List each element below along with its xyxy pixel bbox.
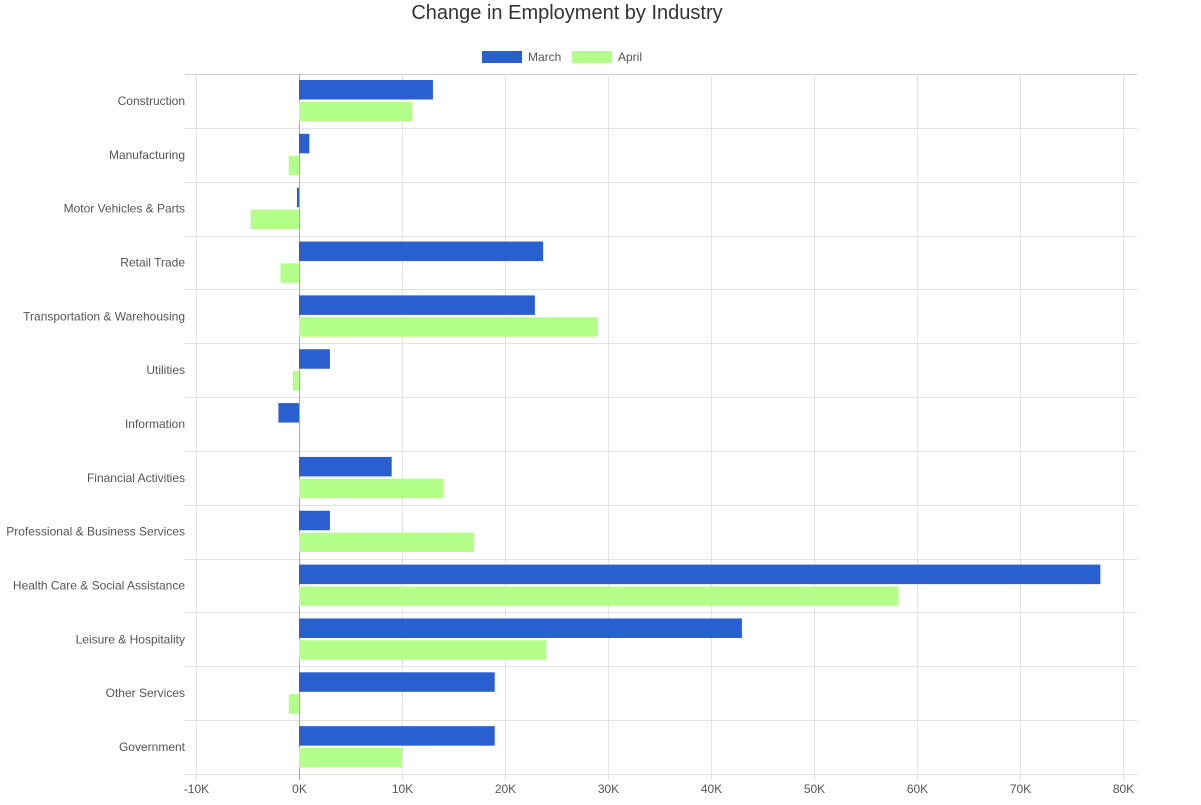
bar-march[interactable] — [299, 80, 433, 100]
bar-march[interactable] — [299, 456, 392, 477]
legend-swatch[interactable] — [482, 51, 522, 63]
bar-april[interactable] — [299, 101, 413, 122]
category-label: Manufacturing — [109, 148, 185, 162]
gridlines — [185, 74, 1137, 780]
legend: March April — [482, 50, 642, 64]
legend-label[interactable]: April — [618, 50, 642, 64]
category-label: Professional & Business Services — [6, 525, 185, 539]
bar-march[interactable] — [299, 564, 1101, 585]
x-tick-label: 10K — [392, 782, 413, 796]
category-label: Retail Trade — [120, 255, 185, 269]
bar-april[interactable] — [280, 263, 299, 283]
category-label: Government — [119, 740, 186, 754]
x-tick-label: 40K — [701, 782, 722, 796]
bar-march[interactable] — [299, 726, 495, 746]
bar-march[interactable] — [299, 133, 310, 154]
bar-march[interactable] — [278, 403, 299, 423]
bar-april[interactable] — [299, 586, 899, 606]
category-label: Leisure & Hospitality — [76, 632, 185, 646]
bar-march[interactable] — [299, 510, 330, 531]
bar-march[interactable] — [296, 187, 299, 208]
x-tick-label: 30K — [598, 782, 619, 796]
bar-april[interactable] — [288, 155, 299, 176]
x-tick-label: 80K — [1113, 782, 1134, 796]
x-axis-tick-labels: -10K 0K 10K 20K 30K 40K 50K 60K 70K 80K — [184, 782, 1134, 796]
bars — [250, 80, 1101, 768]
x-tick-label: 50K — [804, 782, 825, 796]
legend-label[interactable]: March — [528, 50, 561, 64]
bar-april[interactable] — [299, 532, 475, 553]
bar-march[interactable] — [299, 672, 495, 692]
chart-title: Change in Employment by Industry — [411, 2, 722, 24]
bar-march[interactable] — [299, 618, 742, 638]
bar-march[interactable] — [299, 295, 535, 315]
bar-april[interactable] — [299, 747, 402, 768]
category-label: Transportation & Warehousing — [23, 309, 185, 323]
category-labels: Construction Manufacturing Motor Vehicles … — [6, 94, 185, 754]
bar-march[interactable] — [299, 241, 544, 262]
category-label: Utilities — [146, 363, 185, 377]
bar-april[interactable] — [250, 209, 299, 229]
category-label: Information — [125, 417, 185, 431]
bar-april[interactable] — [299, 640, 547, 660]
category-label: Financial Activities — [87, 471, 185, 485]
bar-april[interactable] — [292, 371, 299, 391]
bar-april[interactable] — [288, 694, 299, 714]
category-label: Construction — [118, 94, 185, 108]
bar-april[interactable] — [299, 317, 598, 337]
category-label: Motor Vehicles & Parts — [64, 202, 185, 216]
legend-swatch[interactable] — [572, 51, 612, 63]
bar-april[interactable] — [299, 478, 444, 499]
x-tick-label: 20K — [495, 782, 516, 796]
x-tick-label: 60K — [907, 782, 928, 796]
category-label: Health Care & Social Assistance — [13, 579, 185, 593]
x-tick-label: -10K — [184, 782, 209, 796]
x-tick-label: 70K — [1010, 782, 1031, 796]
category-label: Other Services — [106, 686, 185, 700]
bar-march[interactable] — [299, 349, 330, 369]
x-tick-label: 0K — [292, 782, 307, 796]
